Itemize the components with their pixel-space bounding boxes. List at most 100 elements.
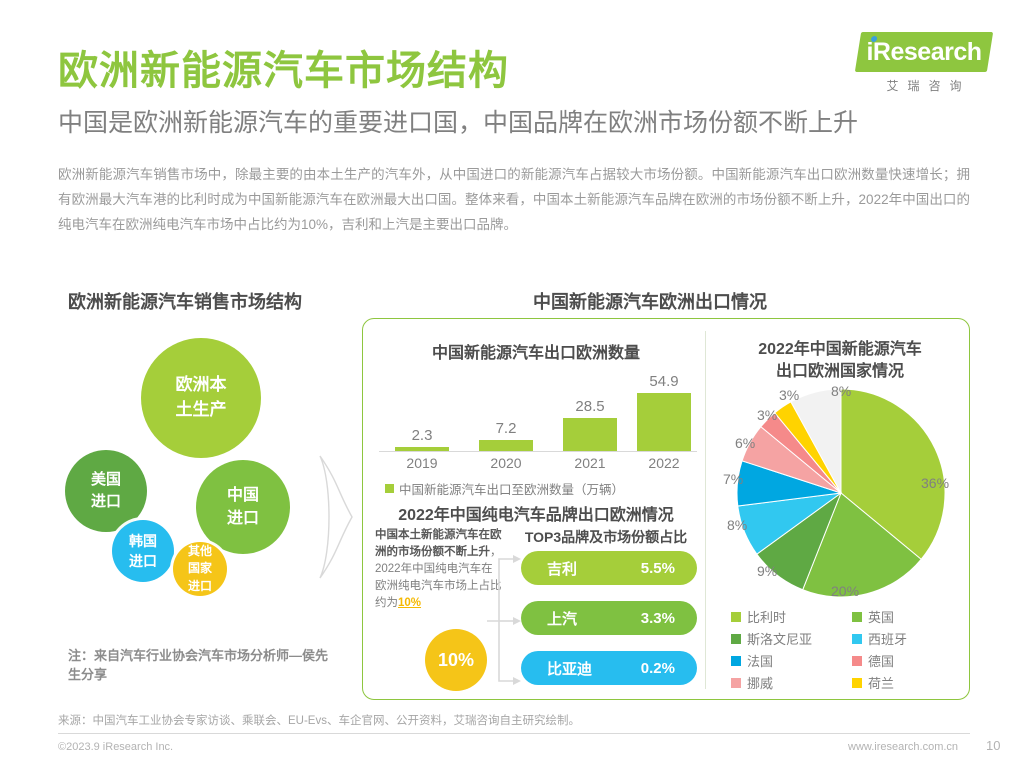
pie-chart-svg	[736, 388, 946, 598]
bubble-china-import-line2: 进口	[226, 510, 259, 527]
pie-label-uk: 20%	[831, 583, 860, 599]
bar-value-2020: 7.2	[495, 420, 517, 437]
page-title: 欧洲新能源汽车市场结构	[58, 49, 509, 93]
logo-badge-shape: iResearch	[854, 32, 994, 72]
brand-pill-geely-value: 5.5%	[640, 559, 675, 577]
bar-label-2022: 2022	[648, 455, 680, 471]
bar-value-2019: 2.3	[411, 427, 433, 444]
brand-pill-byd: 比亚迪 0.2%	[521, 651, 697, 685]
pie-legend-item-挪威: 挪威	[731, 673, 842, 692]
pie-slice-英国	[802, 492, 922, 598]
pie-title-line1: 2022年中国新能源汽车	[758, 341, 922, 358]
footer-divider	[58, 733, 970, 734]
brand-note-percent: 10%	[398, 597, 422, 609]
brand-pill-saic: 上汽 3.3%	[521, 601, 697, 635]
bar-label-2020: 2020	[490, 455, 522, 471]
bubble-china-import-line1: 中国	[226, 486, 259, 504]
bar-chart-x-labels: 2019 2020 2021 2022	[385, 455, 691, 477]
bubble-other-import-line2: 国家	[187, 561, 212, 576]
pie-legend-label: 西班牙	[868, 632, 908, 647]
pie-legend-item-英国: 英国	[852, 607, 963, 626]
pie-legend-label: 挪威	[747, 676, 774, 691]
pie-legend-swatch-icon	[852, 611, 862, 622]
bar-column-2019: 2.3	[395, 367, 449, 451]
pie-label-france: 7%	[723, 471, 744, 487]
brand-pill-geely: 吉利 5.5%	[521, 551, 697, 585]
page-number: 10	[986, 738, 1001, 753]
pie-label-holland: 3%	[779, 387, 800, 403]
bubble-korea-import: 韩国 进口	[112, 520, 174, 582]
pie-legend-item-比利时: 比利时	[731, 607, 842, 626]
bubble-china-import: 中国 进口	[196, 460, 290, 554]
pie-legend-label: 德国	[868, 654, 895, 669]
brand-note-rest: ，2022年中国纯电汽车在欧洲纯电汽车市场上占比约为	[375, 546, 502, 609]
bar-rect-2021	[563, 418, 617, 451]
website-url[interactable]: www.iresearch.com.cn	[848, 741, 959, 753]
source-line: 来源：中国汽车工业协会专家访谈、乘联会、EU-Evs、车企官网、公开资料，艾瑞咨…	[58, 715, 580, 727]
pie-legend-swatch-icon	[852, 677, 862, 688]
pie-label-slovenia: 9%	[757, 563, 778, 579]
pie-legend-swatch-icon	[731, 655, 741, 666]
logo-wordmark: iResearch	[866, 37, 982, 66]
pie-label-other: 8%	[831, 383, 852, 399]
iresearch-logo: iResearch 艾瑞咨询	[854, 32, 996, 94]
pie-legend-label: 英国	[868, 610, 895, 625]
pie-legend-item-德国: 德国	[852, 651, 963, 670]
page-subtitle: 中国是欧洲新能源汽车的重要进口国，中国品牌在欧洲市场份额不断上升	[58, 109, 859, 137]
left-section-heading: 欧洲新能源汽车销售市场结构	[68, 292, 302, 312]
flow-arrow-icon	[316, 452, 356, 582]
bar-label-2019: 2019	[406, 455, 438, 471]
pie-legend-swatch-icon	[731, 677, 741, 688]
bar-chart-plot: 2.3 7.2 28.5 54.9	[385, 367, 691, 451]
pie-chart-plot: 36% 20% 9% 8% 7% 6% 3% 3% 8%	[723, 383, 949, 599]
bubble-europe-local: 欧洲本 土生产	[141, 338, 261, 458]
pie-legend-label: 法国	[747, 654, 774, 669]
pie-chart-legend: 比利时 英国斯洛文尼亚 西班牙法国 德国挪威 荷兰	[731, 607, 963, 692]
bar-rect-2019	[395, 447, 449, 451]
bubble-us-import-line2: 进口	[90, 493, 121, 510]
brand-pill-byd-name: 比亚迪	[547, 660, 593, 678]
pie-slice-其他	[790, 388, 842, 494]
copyright-text: ©2023.9 iResearch Inc.	[58, 741, 174, 753]
pie-legend-swatch-icon	[731, 633, 741, 644]
bar-chart-title: 中国新能源汽车出口欧洲数量	[431, 345, 640, 362]
brand-pill-byd-value: 0.2%	[640, 659, 675, 677]
top3-brands-label: TOP3品牌及市场份额占比	[524, 529, 688, 545]
bubble-us-import: 美国 进口	[65, 450, 147, 532]
bar-chart-axis-line	[379, 451, 697, 452]
right-section-heading: 中国新能源汽车欧洲出口情况	[533, 292, 767, 312]
bubble-korea-import-line2: 进口	[129, 553, 157, 569]
pie-legend-item-斯洛文尼亚: 斯洛文尼亚	[731, 629, 842, 648]
bar-label-2021: 2021	[574, 455, 606, 471]
bar-rect-2020	[479, 440, 533, 451]
brand-connector-lines-icon	[485, 547, 525, 693]
logo-chinese-name: 艾瑞咨询	[886, 79, 971, 93]
pie-legend-swatch-icon	[731, 611, 741, 622]
brand-section-title: 2022年中国纯电汽车品牌出口欧洲情况	[398, 507, 674, 524]
pie-slice-比利时	[840, 388, 946, 560]
bubble-us-import-line1: 美国	[90, 471, 121, 489]
pie-legend-item-法国: 法国	[731, 651, 842, 670]
pie-label-norway: 3%	[757, 407, 778, 423]
bar-column-2020: 7.2	[479, 367, 533, 451]
bubble-other-import: 其他 国家 进口	[173, 542, 227, 596]
pie-legend-item-西班牙: 西班牙	[852, 629, 963, 648]
pie-label-germany: 6%	[735, 435, 756, 451]
brand-pill-geely-name: 吉利	[547, 560, 578, 578]
pie-legend-label: 荷兰	[868, 676, 895, 691]
pie-legend-label: 斯洛文尼亚	[747, 632, 813, 647]
pie-title-line2: 出口欧洲国家情况	[775, 363, 904, 381]
pie-legend-swatch-icon	[852, 655, 862, 666]
bar-column-2022: 54.9	[637, 367, 691, 451]
bar-value-2021: 28.5	[575, 398, 605, 415]
pie-chart-title: 2022年中国新能源汽车 出口欧洲国家情况	[715, 339, 965, 384]
pie-legend-label: 比利时	[747, 610, 787, 625]
bar-rect-2022	[637, 393, 691, 451]
bubble-europe-local-line2: 土生产	[175, 400, 227, 419]
brand-section-note: 中国本土新能源汽车在欧洲的市场份额不断上升，2022年中国纯电汽车在欧洲纯电汽车…	[375, 527, 503, 612]
left-panel-note: 注：来自汽车行业协会汽车市场分析师—侯先生分享	[68, 648, 329, 682]
brand-note-bold: 中国本土新能源汽车在欧洲的市场份额不断上升	[375, 529, 502, 558]
bubble-other-import-line3: 进口	[187, 578, 212, 593]
bar-legend-swatch-icon	[385, 484, 394, 493]
pie-label-spain: 8%	[727, 517, 748, 533]
